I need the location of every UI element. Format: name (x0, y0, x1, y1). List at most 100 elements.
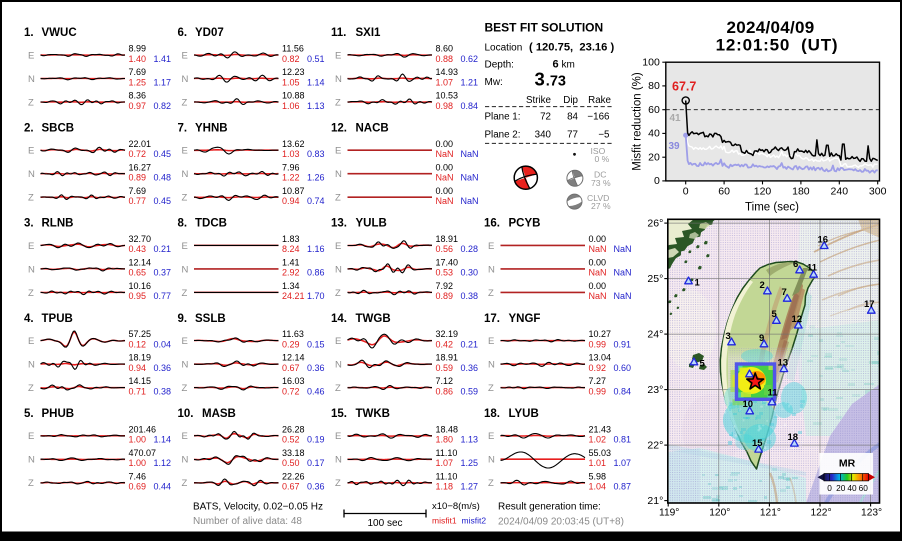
svg-text:0.04: 0.04 (154, 339, 172, 349)
svg-text:SSLB: SSLB (195, 313, 226, 325)
svg-text:N: N (28, 169, 35, 180)
svg-text:100: 100 (642, 57, 660, 69)
svg-text:1.03: 1.03 (282, 149, 300, 159)
svg-text:6.: 6. (178, 27, 188, 39)
svg-text:1.13: 1.13 (461, 435, 479, 445)
svg-text:Depth:: Depth: (485, 59, 514, 70)
svg-text:26°: 26° (647, 218, 663, 230)
svg-text:11.10: 11.10 (436, 448, 458, 458)
svg-text:0: 0 (654, 175, 660, 187)
svg-text:1.14: 1.14 (154, 435, 172, 445)
svg-text:Misfit reduction (%): Misfit reduction (%) (632, 72, 644, 171)
svg-text:1.70: 1.70 (307, 291, 325, 301)
svg-text:0.94: 0.94 (129, 363, 147, 373)
svg-text:0.65: 0.65 (129, 268, 147, 278)
svg-text:40: 40 (648, 128, 660, 140)
svg-text:0.45: 0.45 (154, 149, 172, 159)
svg-text:E: E (488, 431, 494, 442)
svg-text:7.69: 7.69 (129, 186, 147, 196)
svg-text:N: N (28, 455, 35, 466)
svg-text:17.40: 17.40 (436, 258, 459, 268)
svg-text:0.00: 0.00 (589, 281, 607, 291)
svg-text:Z: Z (335, 478, 341, 489)
svg-text:26.28: 26.28 (282, 424, 305, 434)
svg-text:7.92: 7.92 (436, 281, 454, 291)
svg-text:E: E (335, 241, 341, 252)
svg-text:120°: 120° (709, 508, 730, 519)
svg-text:0.30: 0.30 (461, 268, 479, 278)
svg-text:N: N (182, 360, 189, 371)
svg-text:Z: Z (335, 193, 341, 204)
svg-text:0.87: 0.87 (614, 482, 632, 492)
svg-text:MR: MR (839, 458, 856, 470)
svg-text:21°: 21° (647, 495, 663, 507)
svg-text:0.53: 0.53 (436, 268, 454, 278)
svg-text:1.14: 1.14 (307, 77, 325, 87)
svg-text:x10−8(m/s): x10−8(m/s) (432, 501, 480, 512)
svg-text:3: 3 (535, 68, 545, 89)
svg-text:5: 5 (772, 309, 778, 320)
svg-text:1.21: 1.21 (461, 77, 479, 87)
svg-text:18.19: 18.19 (129, 353, 152, 363)
svg-text:240: 240 (831, 185, 849, 197)
svg-text:33.18: 33.18 (282, 448, 305, 458)
svg-text:0.56: 0.56 (436, 244, 454, 254)
svg-text:16.: 16. (484, 218, 500, 230)
svg-text:0.74: 0.74 (307, 196, 325, 206)
svg-text:18.48: 18.48 (436, 424, 459, 434)
svg-text:Z: Z (335, 97, 341, 108)
svg-text:1.26: 1.26 (307, 173, 325, 183)
svg-text:1.83: 1.83 (282, 234, 300, 244)
svg-text:0.99: 0.99 (589, 386, 607, 396)
svg-text:119°: 119° (659, 508, 679, 519)
svg-text:60: 60 (859, 483, 869, 493)
svg-text:73 %: 73 % (591, 178, 611, 188)
svg-text:20: 20 (836, 483, 846, 493)
svg-text:NaN: NaN (614, 244, 632, 254)
svg-text:0.77: 0.77 (129, 196, 147, 206)
svg-text:N: N (335, 169, 342, 180)
svg-text:1.02: 1.02 (589, 435, 607, 445)
svg-text:TWGB: TWGB (356, 313, 391, 325)
svg-text:0.38: 0.38 (154, 386, 172, 396)
svg-text:N: N (182, 264, 189, 275)
svg-text:11.63: 11.63 (282, 329, 304, 339)
svg-text:0.48: 0.48 (154, 173, 172, 183)
svg-text:12.14: 12.14 (129, 258, 152, 268)
svg-text:N: N (335, 360, 342, 371)
svg-text:0: 0 (827, 483, 832, 493)
svg-text:13.62: 13.62 (282, 139, 305, 149)
svg-text:E: E (182, 146, 188, 157)
svg-text:Location: Location (485, 43, 523, 54)
svg-text:6: 6 (553, 58, 559, 70)
svg-text:.73: .73 (546, 73, 566, 89)
svg-text:6: 6 (793, 259, 798, 270)
svg-text:km: km (562, 59, 575, 70)
svg-text:YULB: YULB (356, 218, 387, 230)
svg-text:7.: 7. (178, 122, 188, 134)
svg-text:84: 84 (567, 112, 578, 123)
svg-text:0.59: 0.59 (436, 363, 454, 373)
svg-text:Z: Z (182, 383, 188, 394)
svg-text:NACB: NACB (356, 122, 389, 134)
svg-text:8.24: 8.24 (282, 244, 300, 254)
svg-text:0.82: 0.82 (282, 54, 300, 64)
svg-text:14.15: 14.15 (129, 376, 152, 386)
svg-text:0.50: 0.50 (282, 458, 300, 468)
svg-text:11: 11 (807, 263, 818, 274)
svg-text:4.: 4. (24, 313, 34, 325)
svg-text:27 %: 27 % (591, 201, 611, 211)
svg-text:0.72: 0.72 (282, 386, 300, 396)
svg-text:1.17: 1.17 (154, 77, 172, 87)
svg-text:Z: Z (182, 288, 188, 299)
svg-text:1: 1 (695, 278, 701, 289)
svg-text:misfit2: misfit2 (462, 516, 487, 526)
svg-text:0.29: 0.29 (282, 339, 300, 349)
svg-text:Plane 2:: Plane 2: (485, 130, 521, 141)
svg-text:41: 41 (670, 113, 682, 124)
svg-text:1.13: 1.13 (307, 101, 325, 111)
svg-text:5.98: 5.98 (589, 471, 607, 481)
svg-text:11.10: 11.10 (436, 471, 458, 481)
svg-text:Strike: Strike (526, 95, 552, 106)
svg-text:12:01:50 (UT): 12:01:50 (UT) (716, 35, 839, 54)
